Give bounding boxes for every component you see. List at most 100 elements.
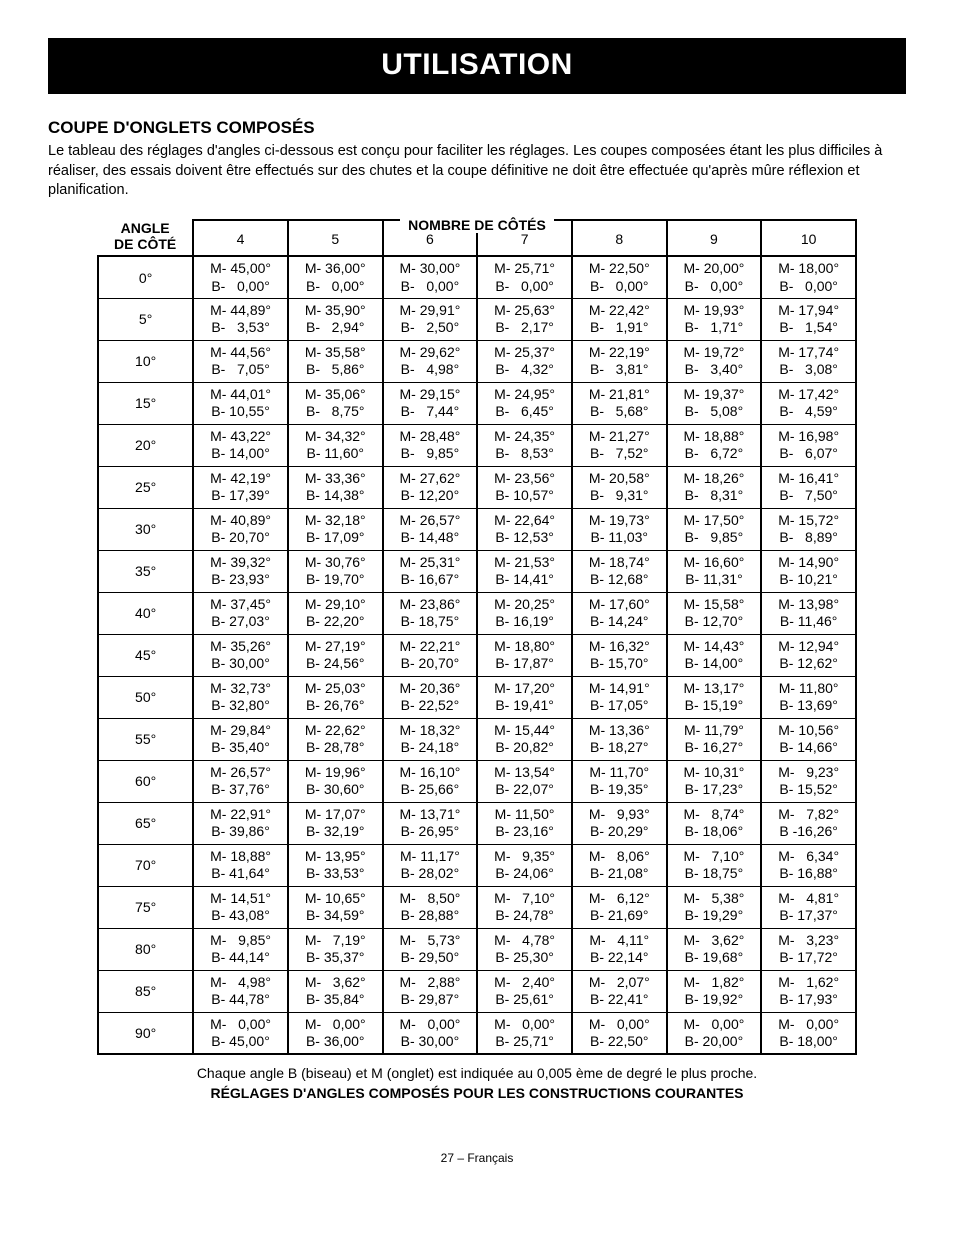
bevel-value: B- 14,41° (478, 571, 571, 589)
bevel-value: B- 12,20° (384, 487, 477, 505)
data-cell: M- 12,94°B- 12,62° (761, 634, 856, 676)
miter-value: M- 17,07° (289, 806, 382, 824)
miter-value: M- 8,06° (573, 848, 666, 866)
miter-value: M- 14,51° (194, 890, 287, 908)
miter-value: M- 16,32° (573, 638, 666, 656)
bevel-value: B- 1,91° (573, 319, 666, 337)
data-cell: M- 10,56°B- 14,66° (761, 718, 856, 760)
data-cell: M- 18,88°B- 41,64° (193, 844, 288, 886)
bevel-value: B- 1,54° (762, 319, 855, 337)
bevel-value: B- 23,16° (478, 823, 571, 841)
bevel-value: B- 6,45° (478, 403, 571, 421)
bevel-value: B- 22,50° (573, 1033, 666, 1051)
data-cell: M- 30,76°B- 19,70° (288, 550, 383, 592)
bevel-value: B- 8,75° (289, 403, 382, 421)
data-cell: M- 43,22°B- 14,00° (193, 424, 288, 466)
bevel-value: B- 37,76° (194, 781, 287, 799)
data-cell: M- 17,74°B- 3,08° (761, 340, 856, 382)
miter-value: M- 24,35° (478, 428, 571, 446)
data-cell: M- 4,81°B- 17,37° (761, 886, 856, 928)
bevel-value: B- 15,70° (573, 655, 666, 673)
footnote: Chaque angle B (biseau) et M (onglet) es… (48, 1065, 906, 1081)
data-cell: M- 27,19°B- 24,56° (288, 634, 383, 676)
miter-value: M- 1,82° (668, 974, 761, 992)
angle-cell: 65° (98, 802, 193, 844)
miter-value: M- 0,00° (194, 1016, 287, 1034)
bevel-value: B- 27,03° (194, 613, 287, 631)
bevel-value: B- 22,14° (573, 949, 666, 967)
bevel-value: B- 20,29° (573, 823, 666, 841)
miter-value: M- 25,71° (478, 260, 571, 278)
data-cell: M- 5,73°B- 29,50° (383, 928, 478, 970)
miter-value: M- 19,93° (668, 302, 761, 320)
miter-value: M- 0,00° (289, 1016, 382, 1034)
miter-value: M- 28,48° (384, 428, 477, 446)
data-cell: M- 0,00°B- 45,00° (193, 1012, 288, 1054)
data-cell: M- 32,73°B- 32,80° (193, 676, 288, 718)
miter-value: M- 18,80° (478, 638, 571, 656)
miter-value: M- 3,62° (289, 974, 382, 992)
data-cell: M- 22,42°B- 1,91° (572, 298, 667, 340)
data-cell: M- 14,51°B- 43,08° (193, 886, 288, 928)
table-row: 70°M- 18,88°B- 41,64°M- 13,95°B- 33,53°M… (98, 844, 856, 886)
data-cell: M- 24,95°B- 6,45° (477, 382, 572, 424)
data-cell: M- 21,81°B- 5,68° (572, 382, 667, 424)
table-row: 80°M- 9,85°B- 44,14°M- 7,19°B- 35,37°M- … (98, 928, 856, 970)
bevel-value: B- 10,55° (194, 403, 287, 421)
footnote-bold: RÉGLAGES D'ANGLES COMPOSÉS POUR LES CONS… (48, 1085, 906, 1101)
data-cell: M- 8,74°B- 18,06° (667, 802, 762, 844)
miter-value: M- 2,40° (478, 974, 571, 992)
miter-value: M- 19,96° (289, 764, 382, 782)
miter-value: M- 18,74° (573, 554, 666, 572)
data-cell: M- 39,32°B- 23,93° (193, 550, 288, 592)
bevel-value: B- 17,05° (573, 697, 666, 715)
data-cell: M- 6,34°B- 16,88° (761, 844, 856, 886)
data-cell: M- 11,50°B- 23,16° (477, 802, 572, 844)
data-cell: M- 13,95°B- 33,53° (288, 844, 383, 886)
angle-cell: 0° (98, 256, 193, 298)
data-cell: M- 19,93°B- 1,71° (667, 298, 762, 340)
miter-value: M- 25,63° (478, 302, 571, 320)
bevel-value: B- 24,78° (478, 907, 571, 925)
data-cell: M- 17,20°B- 19,41° (477, 676, 572, 718)
miter-value: M- 13,95° (289, 848, 382, 866)
data-cell: M- 10,31°B- 17,23° (667, 760, 762, 802)
bevel-value: B- 17,72° (762, 949, 855, 967)
bevel-value: B- 25,61° (478, 991, 571, 1009)
miter-value: M- 42,19° (194, 470, 287, 488)
data-cell: M- 44,01°B- 10,55° (193, 382, 288, 424)
bevel-value: B- 8,31° (668, 487, 761, 505)
angle-cell: 85° (98, 970, 193, 1012)
miter-value: M- 18,26° (668, 470, 761, 488)
miter-value: M- 13,54° (478, 764, 571, 782)
miter-value: M- 0,00° (573, 1016, 666, 1034)
data-cell: M- 19,37°B- 5,08° (667, 382, 762, 424)
data-cell: M- 7,82°B -16,26° (761, 802, 856, 844)
miter-value: M- 22,64° (478, 512, 571, 530)
page-title-bar: UTILISATION (48, 38, 906, 94)
miter-value: M- 9,85° (194, 932, 287, 950)
bevel-value: B- 35,37° (289, 949, 382, 967)
angle-cell: 30° (98, 508, 193, 550)
miter-value: M- 12,94° (762, 638, 855, 656)
bevel-value: B- 24,18° (384, 739, 477, 757)
miter-value: M- 11,80° (762, 680, 855, 698)
bevel-value: B- 23,93° (194, 571, 287, 589)
bevel-value: B- 5,68° (573, 403, 666, 421)
data-cell: M- 9,35°B- 24,06° (477, 844, 572, 886)
bevel-value: B- 17,23° (668, 781, 761, 799)
miter-value: M- 35,58° (289, 344, 382, 362)
miter-value: M- 29,91° (384, 302, 477, 320)
angle-cell: 5° (98, 298, 193, 340)
data-cell: M- 13,71°B- 26,95° (383, 802, 478, 844)
bevel-value: B- 15,52° (762, 781, 855, 799)
bevel-value: B- 6,07° (762, 445, 855, 463)
data-cell: M- 29,62°B- 4,98° (383, 340, 478, 382)
miter-value: M- 34,32° (289, 428, 382, 446)
data-cell: M- 2,07°B- 22,41° (572, 970, 667, 1012)
bevel-value: B- 32,19° (289, 823, 382, 841)
bevel-value: B- 24,56° (289, 655, 382, 673)
angle-cell: 40° (98, 592, 193, 634)
bevel-value: B- 4,32° (478, 361, 571, 379)
miter-value: M- 20,00° (668, 260, 761, 278)
